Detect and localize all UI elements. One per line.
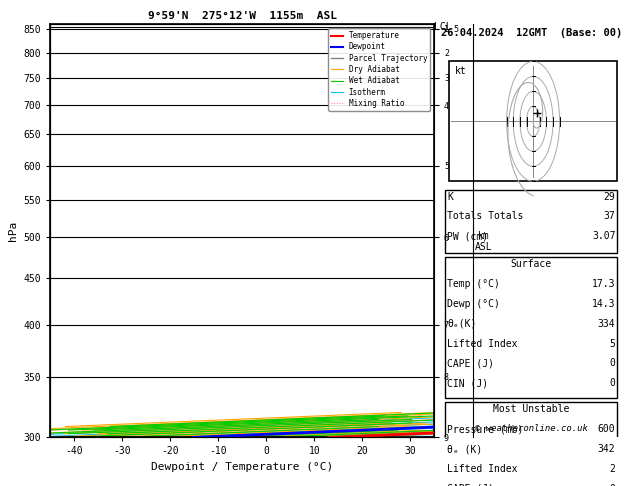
Y-axis label: hPa: hPa	[8, 221, 18, 241]
Text: K: K	[447, 191, 453, 202]
Text: θₑ (K): θₑ (K)	[447, 444, 482, 454]
Bar	[445, 190, 617, 253]
X-axis label: Dewpoint / Temperature (°C): Dewpoint / Temperature (°C)	[151, 462, 333, 472]
Text: 0: 0	[610, 359, 615, 368]
Text: 0: 0	[610, 484, 615, 486]
Text: Pressure (mb): Pressure (mb)	[447, 424, 523, 434]
Text: 14.3: 14.3	[592, 299, 615, 309]
Text: Lifted Index: Lifted Index	[447, 339, 518, 348]
Text: Totals Totals: Totals Totals	[447, 211, 523, 222]
Y-axis label: km
ASL: km ASL	[475, 231, 493, 252]
Legend: Temperature, Dewpoint, Parcel Trajectory, Dry Adiabat, Wet Adiabat, Isotherm, Mi: Temperature, Dewpoint, Parcel Trajectory…	[328, 28, 430, 111]
Y-axis label: Mixing Ratio (g/kg): Mixing Ratio (g/kg)	[0, 183, 9, 278]
Text: PW (cm): PW (cm)	[447, 231, 488, 241]
Text: CIN (J): CIN (J)	[447, 378, 488, 388]
Text: 342: 342	[598, 444, 615, 454]
Text: Most Unstable: Most Unstable	[493, 404, 569, 415]
Text: 334: 334	[598, 319, 615, 329]
Text: 0: 0	[610, 378, 615, 388]
Text: Surface: Surface	[511, 260, 552, 269]
Text: 26.04.2024  12GMT  (Base: 00): 26.04.2024 12GMT (Base: 00)	[441, 29, 622, 38]
Bar	[445, 402, 617, 486]
Text: Lifted Index: Lifted Index	[447, 464, 518, 474]
Text: 29: 29	[604, 191, 615, 202]
Text: 3.07: 3.07	[592, 231, 615, 241]
Bar	[449, 62, 617, 181]
Text: 37: 37	[604, 211, 615, 222]
Text: CAPE (J): CAPE (J)	[447, 359, 494, 368]
Text: © weatheronline.co.uk: © weatheronline.co.uk	[475, 424, 587, 434]
Text: kt: kt	[455, 66, 466, 76]
Text: 17.3: 17.3	[592, 279, 615, 289]
Text: LCL: LCL	[434, 21, 452, 32]
Text: Dewp (°C): Dewp (°C)	[447, 299, 500, 309]
Text: CAPE (J): CAPE (J)	[447, 484, 494, 486]
Text: 2: 2	[610, 464, 615, 474]
Bar	[445, 257, 617, 398]
Title: 9°59'N  275°12'W  1155m  ASL: 9°59'N 275°12'W 1155m ASL	[148, 11, 337, 21]
Text: θₑ(K): θₑ(K)	[447, 319, 477, 329]
Text: Temp (°C): Temp (°C)	[447, 279, 500, 289]
Text: 600: 600	[598, 424, 615, 434]
Text: 5: 5	[610, 339, 615, 348]
